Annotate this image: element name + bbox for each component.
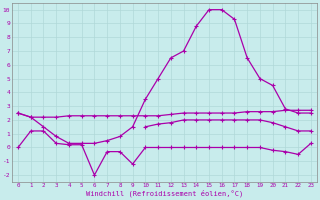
X-axis label: Windchill (Refroidissement éolien,°C): Windchill (Refroidissement éolien,°C) <box>86 190 243 197</box>
